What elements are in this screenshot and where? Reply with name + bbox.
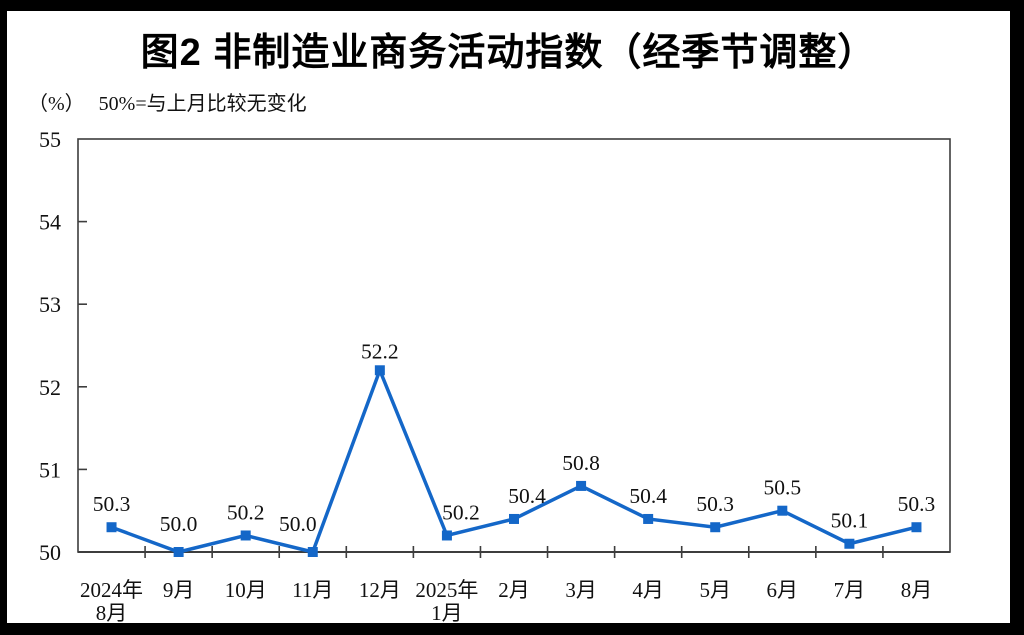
page: 图2 非制造业商务活动指数（经季节调整） （%） 50%=与上月比较无变化 50 5… bbox=[7, 11, 1010, 623]
chart-subtitle: （%） 50%=与上月比较无变化 bbox=[28, 87, 307, 116]
data-point-label: 52.2 bbox=[361, 339, 399, 363]
x-axis-label: 4月 bbox=[632, 578, 664, 602]
y-axis-tick-label: 54 bbox=[39, 210, 61, 235]
x-axis-label: 8月 bbox=[901, 578, 933, 602]
data-point-marker bbox=[777, 505, 788, 516]
data-point-marker bbox=[374, 365, 385, 376]
data-point-marker bbox=[576, 480, 587, 491]
data-point-label: 50.3 bbox=[696, 492, 734, 516]
data-point-marker bbox=[106, 522, 117, 533]
y-axis-tick-label: 53 bbox=[39, 292, 61, 317]
data-point-label: 50.1 bbox=[831, 509, 869, 533]
x-axis-label: 7月 bbox=[834, 578, 866, 602]
data-point-marker bbox=[509, 513, 519, 524]
data-point-marker bbox=[307, 547, 318, 557]
y-axis-unit-label: （%） bbox=[28, 93, 85, 115]
x-axis-label: 2025年 1月 bbox=[415, 578, 478, 623]
data-point-marker bbox=[240, 530, 251, 541]
x-axis-label: 11月 bbox=[292, 578, 333, 602]
x-axis-label: 10月 bbox=[225, 578, 267, 602]
y-axis-tick-label: 55 bbox=[39, 127, 61, 152]
x-axis-label: 2月 bbox=[498, 578, 530, 602]
data-point-label: 50.5 bbox=[763, 476, 801, 500]
y-axis-tick-label: 50 bbox=[39, 540, 61, 565]
x-axis-label: 3月 bbox=[565, 578, 597, 602]
data-point-label: 50.4 bbox=[629, 484, 667, 508]
reference-note: 50%=与上月比较无变化 bbox=[98, 93, 307, 115]
data-point-marker bbox=[643, 513, 654, 524]
x-axis-label: 9月 bbox=[163, 578, 195, 602]
chart-canvas: 50 51 52 53 54 55 2024年 8月 9月 10月 11月 12月 2025年 1月 2月 3… bbox=[39, 127, 951, 623]
data-point-label: 50.3 bbox=[93, 492, 131, 516]
data-point-label: 50.0 bbox=[279, 512, 317, 536]
data-point-label: 50.8 bbox=[562, 451, 600, 475]
x-axis-label: 12月 bbox=[359, 578, 401, 602]
x-axis-label: 2024年 8月 bbox=[80, 578, 143, 623]
data-point-marker bbox=[441, 530, 452, 541]
chart-title: 图2 非制造业商务活动指数（经季节调整） bbox=[140, 32, 877, 74]
data-point-marker bbox=[710, 522, 721, 533]
data-point-label: 50.3 bbox=[898, 492, 936, 516]
x-axis-label: 6月 bbox=[767, 578, 799, 602]
data-point-label: 50.2 bbox=[227, 500, 265, 524]
data-point-marker bbox=[911, 522, 922, 533]
y-axis-tick-label: 52 bbox=[39, 375, 61, 400]
x-axis-label: 5月 bbox=[699, 578, 731, 602]
y-axis-tick-label: 51 bbox=[39, 457, 61, 482]
data-point-label: 50.4 bbox=[508, 484, 546, 508]
series-line bbox=[110, 365, 917, 555]
data-point-marker bbox=[173, 547, 184, 557]
data-point-label: 50.0 bbox=[160, 512, 198, 536]
data-point-marker bbox=[844, 538, 855, 549]
data-point-label: 50.2 bbox=[442, 500, 480, 524]
